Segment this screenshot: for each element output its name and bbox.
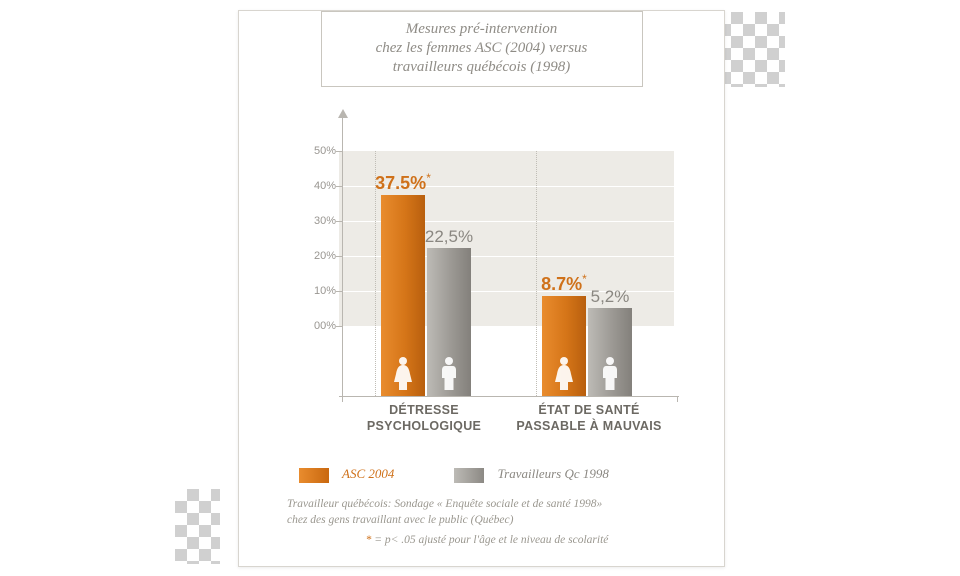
y-axis xyxy=(342,113,343,396)
legend-swatch-icon xyxy=(454,468,484,483)
y-tick-label: 20% xyxy=(302,250,336,262)
y-tick-label: 10% xyxy=(302,285,336,297)
legend: ASC 2004 Travailleurs Qc 1998 xyxy=(299,466,679,483)
footnote-line: Travailleur québécois: Sondage « Enquête… xyxy=(287,496,687,512)
axis-tick xyxy=(336,221,342,222)
y-axis-arrow-icon xyxy=(338,109,348,118)
chart-card: Mesures pré-intervention chez les femmes… xyxy=(238,10,725,567)
bar-value-label: 8.7%* xyxy=(541,273,587,296)
y-tick-label: 30% xyxy=(302,215,336,227)
x-axis xyxy=(339,396,679,397)
axis-tick xyxy=(336,186,342,187)
category-label: DÉTRESSE PSYCHOLOGIQUE xyxy=(354,403,494,434)
y-tick-label: 40% xyxy=(302,180,336,192)
title-line: Mesures pré-intervention xyxy=(406,21,558,37)
chart-area: 37.5%* 22,5% 8.7%* 5,2% xyxy=(284,121,679,396)
footnote: Travailleur québécois: Sondage « Enquête… xyxy=(287,496,687,548)
woman-icon xyxy=(381,356,425,390)
y-tick-label: 50% xyxy=(302,145,336,157)
chart-title: Mesures pré-intervention chez les femmes… xyxy=(321,11,643,87)
man-icon xyxy=(588,356,632,390)
bar-value-label: 22,5% xyxy=(425,228,473,248)
title-line: chez les femmes ASC (2004) versus xyxy=(376,40,588,56)
axis-tick xyxy=(342,396,343,402)
footnote-line: chez des gens travaillant avec le public… xyxy=(287,512,687,528)
legend-item-qc: Travailleurs Qc 1998 xyxy=(454,466,608,483)
bar-value-label: 5,2% xyxy=(591,288,630,308)
footnote-significance: * = p< .05 ajusté pour l'âge et le nivea… xyxy=(287,532,687,548)
dotted-guide xyxy=(536,151,537,396)
y-tick-label: 00% xyxy=(302,320,336,332)
legend-label: ASC 2004 xyxy=(342,466,394,481)
axis-tick xyxy=(336,256,342,257)
man-icon xyxy=(427,356,471,390)
transparency-checker xyxy=(175,489,220,564)
axis-tick xyxy=(336,291,342,292)
axis-tick xyxy=(336,326,342,327)
title-line: travailleurs québécois (1998) xyxy=(393,59,570,75)
bar-value-label: 37.5%* xyxy=(375,172,431,195)
legend-swatch-icon xyxy=(299,468,329,483)
axis-tick xyxy=(336,151,342,152)
plot: 37.5%* 22,5% 8.7%* 5,2% xyxy=(339,121,674,396)
category-label: ÉTAT DE SANTÉ PASSABLE À MAUVAIS xyxy=(499,403,679,434)
legend-item-asc: ASC 2004 xyxy=(299,466,394,483)
axis-tick xyxy=(677,396,678,402)
woman-icon xyxy=(542,356,586,390)
legend-label: Travailleurs Qc 1998 xyxy=(498,466,609,481)
